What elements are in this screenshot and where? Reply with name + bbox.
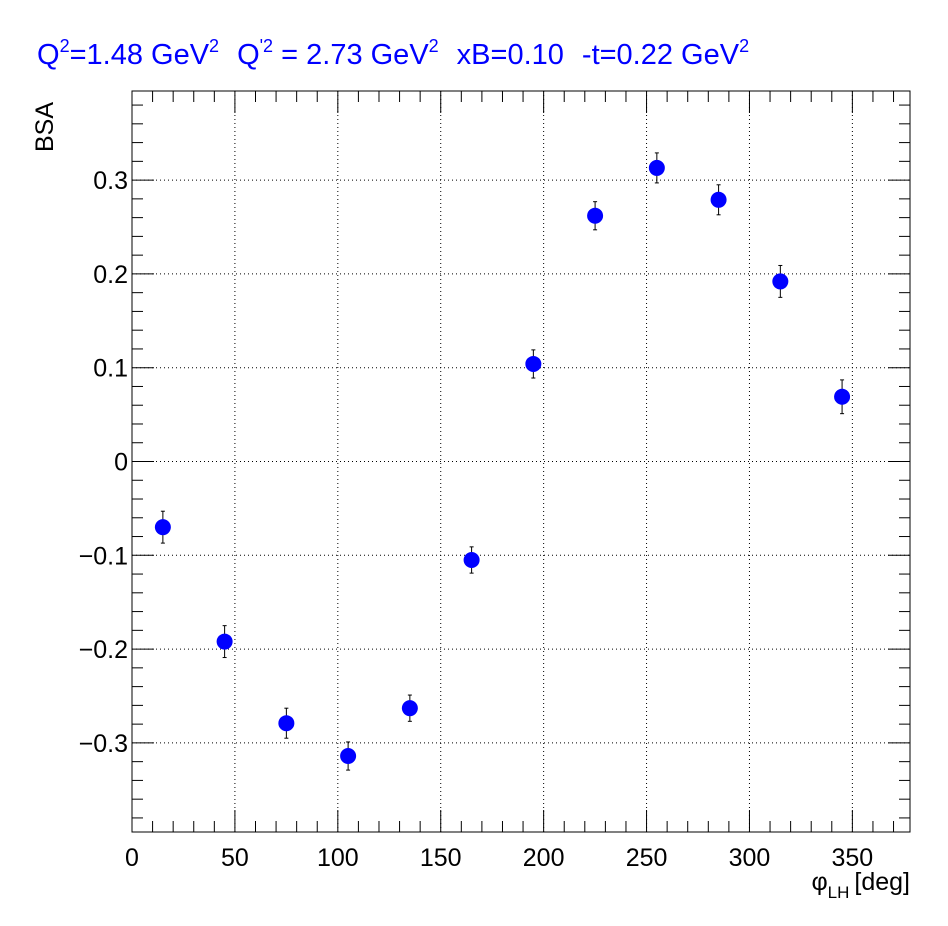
title-q2-exp: 2 — [60, 36, 70, 56]
y-tick-label: 0.3 — [93, 167, 128, 195]
grid — [132, 91, 910, 832]
x-axis-subscript: LH — [828, 883, 850, 902]
title-t-value: -t=0.22 GeV — [582, 39, 740, 71]
axis-ticks — [131, 91, 910, 832]
y-tick-label: 0.2 — [93, 261, 128, 289]
data-point — [340, 748, 357, 765]
title-xb: xB=0.10 — [457, 39, 564, 71]
data-point — [154, 519, 171, 536]
x-tick-label: 150 — [420, 844, 462, 872]
x-tick-label: 50 — [221, 844, 249, 872]
x-axis-symbol: φ — [811, 868, 827, 896]
x-tick-label: 200 — [523, 844, 565, 872]
title-qp2-value: = 2.73 GeV — [273, 39, 429, 71]
data-point — [587, 207, 604, 224]
plot-frame — [131, 90, 911, 833]
x-tick-label: 100 — [317, 844, 359, 872]
title-qp2-base: Q — [237, 39, 260, 71]
title-qp2-exp: '2 — [260, 36, 273, 56]
x-tick-label: 350 — [832, 844, 874, 872]
title-q2-base: Q — [37, 39, 60, 71]
data-point — [834, 388, 851, 405]
y-tick-label: −0.1 — [79, 542, 128, 570]
title-q2-value: =1.48 GeV — [70, 39, 210, 71]
title-t-unit-exp: 2 — [739, 36, 749, 56]
y-tick-label: −0.2 — [79, 636, 128, 664]
data-point — [216, 633, 233, 650]
data-points — [154, 152, 851, 771]
x-axis-title: φLH [deg] — [811, 868, 910, 902]
data-point — [710, 191, 727, 208]
data-point — [278, 715, 295, 732]
y-tick-label: −0.3 — [79, 730, 128, 758]
y-axis-title: BSA — [31, 102, 59, 152]
tick-labels: 0 50 100 150 200 250 300 350 −0.3 −0.2 −0.1 0 0.1 0.2… — [79, 167, 874, 872]
x-tick-label: 0 — [125, 844, 139, 872]
y-tick-label: 0 — [114, 449, 128, 477]
title-q2-unit-exp: 2 — [209, 36, 219, 56]
x-axis-unit: [deg] — [854, 868, 910, 896]
chart-title: Q2=1.48 GeV2 Q'2 = 2.73 GeV2 xB=0.10 -t=0.2… — [37, 36, 749, 71]
x-tick-label: 300 — [729, 844, 771, 872]
data-point — [648, 159, 665, 176]
x-tick-label: 250 — [626, 844, 668, 872]
data-point — [525, 355, 542, 372]
data-point — [772, 273, 789, 290]
data-point — [401, 700, 418, 717]
title-qp2-unit-exp: 2 — [429, 36, 439, 56]
y-tick-label: 0.1 — [93, 355, 128, 383]
data-point — [463, 551, 480, 568]
